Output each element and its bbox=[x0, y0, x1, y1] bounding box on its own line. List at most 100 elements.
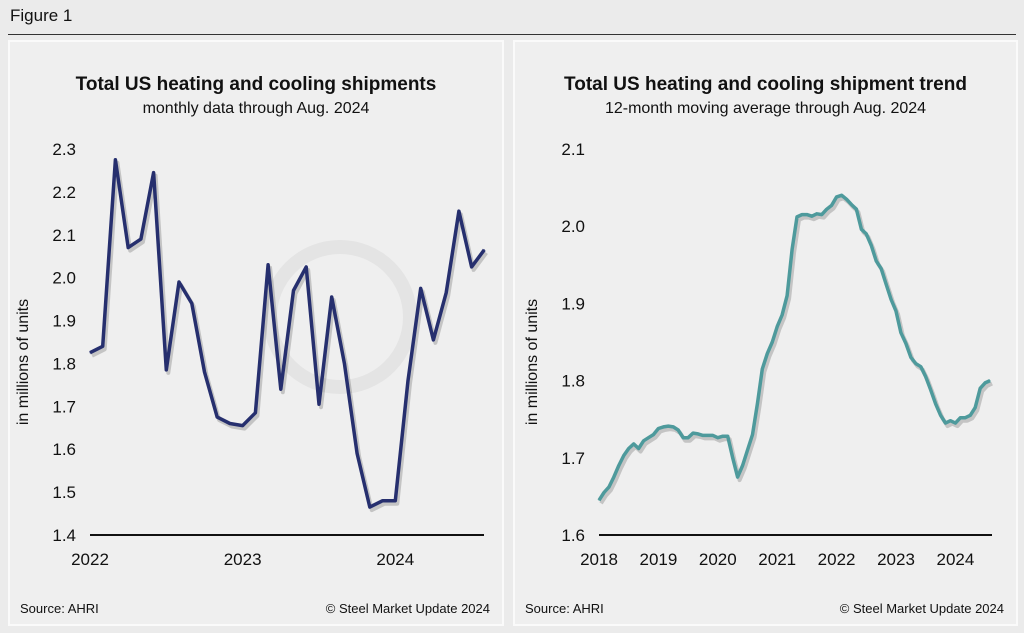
figure-label: Figure 1 bbox=[10, 6, 73, 25]
data-point bbox=[786, 295, 788, 297]
data-point bbox=[821, 214, 823, 216]
data-point bbox=[984, 382, 986, 384]
data-point bbox=[796, 216, 798, 218]
data-point bbox=[900, 332, 902, 334]
x-tick-label: 2022 bbox=[818, 550, 856, 569]
x-tick-label: 2024 bbox=[936, 550, 974, 569]
data-point bbox=[712, 434, 714, 436]
data-point bbox=[178, 281, 180, 283]
data-point bbox=[267, 264, 269, 266]
data-point bbox=[737, 476, 739, 478]
y-tick-label: 2.3 bbox=[52, 140, 76, 159]
y-axis-label: in millions of units bbox=[15, 299, 32, 425]
data-point bbox=[742, 465, 744, 467]
data-point bbox=[989, 380, 991, 382]
data-point bbox=[483, 249, 485, 251]
data-point bbox=[102, 345, 104, 347]
x-tick-label: 2023 bbox=[224, 550, 262, 569]
data-point bbox=[394, 500, 396, 502]
data-point bbox=[643, 440, 645, 442]
data-point bbox=[722, 435, 724, 437]
x-tick-label: 2020 bbox=[699, 550, 737, 569]
data-point bbox=[293, 290, 295, 292]
data-point bbox=[229, 422, 231, 424]
data-point bbox=[831, 204, 833, 206]
data-point bbox=[885, 283, 887, 285]
chart-panel-trend: 1.6 1.7 1.8 1.9 2.0 2.1 in millions of units 20… bbox=[513, 40, 1018, 626]
data-point bbox=[895, 310, 897, 312]
data-point bbox=[331, 296, 333, 298]
data-point bbox=[974, 407, 976, 409]
source-note: Source: AHRI bbox=[525, 601, 604, 616]
data-point bbox=[667, 425, 669, 427]
data-point bbox=[638, 448, 640, 450]
data-point bbox=[318, 403, 320, 405]
data-point bbox=[305, 266, 307, 268]
data-point bbox=[280, 388, 282, 390]
data-point bbox=[445, 292, 447, 294]
series-line bbox=[89, 157, 486, 509]
data-point bbox=[618, 465, 620, 467]
data-point bbox=[692, 432, 694, 434]
data-point bbox=[203, 371, 205, 373]
data-point bbox=[623, 454, 625, 456]
chart-subtitle: monthly data through Aug. 2024 bbox=[142, 100, 370, 117]
data-point bbox=[925, 376, 927, 378]
data-point bbox=[191, 302, 193, 304]
data-point bbox=[875, 260, 877, 262]
data-point bbox=[648, 437, 649, 439]
data-point bbox=[471, 266, 473, 268]
data-point bbox=[761, 368, 763, 370]
data-point bbox=[657, 427, 659, 429]
data-point bbox=[865, 233, 867, 235]
y-tick-label: 2.1 bbox=[561, 140, 585, 159]
data-point bbox=[836, 196, 838, 198]
data-point bbox=[811, 215, 813, 217]
data-point bbox=[153, 172, 155, 174]
series-shadow bbox=[599, 196, 993, 505]
data-point bbox=[979, 387, 981, 389]
x-tick-label: 2023 bbox=[877, 550, 915, 569]
data-point bbox=[791, 248, 793, 250]
y-tick-label: 1.8 bbox=[561, 372, 585, 391]
data-point bbox=[369, 506, 371, 508]
data-point bbox=[732, 457, 734, 459]
data-point bbox=[633, 443, 635, 445]
y-tick-label: 2.1 bbox=[52, 226, 76, 245]
chart-trend: 1.6 1.7 1.8 1.9 2.0 2.1 in millions of units 20… bbox=[524, 140, 993, 569]
data-point bbox=[920, 366, 922, 368]
data-point bbox=[969, 414, 971, 416]
data-point bbox=[677, 429, 679, 431]
y-tick-label: 1.7 bbox=[52, 397, 76, 416]
x-tick-label: 2021 bbox=[758, 550, 796, 569]
watermark-logo bbox=[263, 240, 417, 394]
data-point bbox=[407, 380, 409, 382]
data-point bbox=[880, 268, 882, 270]
data-point bbox=[940, 414, 942, 416]
data-point bbox=[598, 499, 600, 501]
y-tick-label: 1.6 bbox=[561, 526, 585, 545]
data-point bbox=[254, 412, 256, 414]
data-point bbox=[816, 213, 818, 215]
x-tick-label: 2019 bbox=[639, 550, 677, 569]
data-point bbox=[458, 210, 460, 212]
y-axis-label: in millions of units bbox=[524, 299, 541, 425]
y-tick-label: 1.4 bbox=[52, 526, 76, 545]
data-point bbox=[140, 238, 142, 240]
x-tick-label: 2022 bbox=[71, 550, 109, 569]
data-point bbox=[343, 362, 345, 364]
data-point bbox=[707, 434, 709, 436]
data-point bbox=[608, 486, 610, 488]
copyright-note: © Steel Market Update 2024 bbox=[325, 601, 490, 616]
copyright-note: © Steel Market Update 2024 bbox=[839, 601, 1004, 616]
data-point bbox=[717, 437, 719, 439]
y-tick-label: 1.7 bbox=[561, 449, 585, 468]
y-tick-label: 1.6 bbox=[52, 440, 76, 459]
data-point bbox=[603, 492, 605, 494]
y-tick-label: 1.9 bbox=[561, 294, 585, 313]
data-point bbox=[127, 247, 129, 249]
data-point bbox=[662, 426, 664, 428]
data-point bbox=[776, 326, 778, 328]
data-point bbox=[747, 449, 748, 451]
y-tick-label: 2.2 bbox=[52, 183, 76, 202]
